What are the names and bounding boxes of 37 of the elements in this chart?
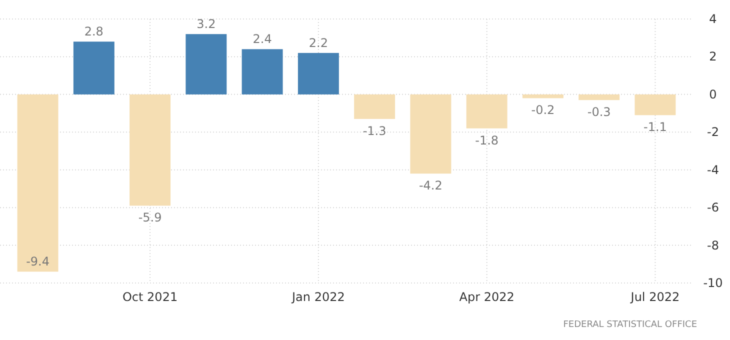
x-tick-label: Jan 2022: [291, 290, 345, 304]
y-tick-label: -8: [707, 238, 719, 252]
data-label: -1.3: [362, 124, 386, 138]
bar: [186, 34, 227, 94]
data-label: -1.8: [475, 133, 499, 148]
data-label: -4.2: [418, 178, 442, 193]
x-tick-label: Jul 2022: [630, 290, 680, 304]
bar: [242, 49, 283, 94]
bar: [522, 94, 564, 98]
y-tick-label: -6: [707, 200, 719, 215]
bar: [410, 94, 452, 174]
y-tick-label: -10: [703, 276, 723, 290]
data-label: -9.4: [26, 254, 50, 269]
data-label: 3.2: [196, 17, 216, 32]
data-label: 2.4: [252, 32, 272, 46]
bar: [17, 94, 58, 272]
bar: [634, 94, 676, 116]
data-label: -5.9: [138, 210, 162, 225]
bar: [130, 94, 171, 206]
bar: [578, 94, 620, 100]
bar: [298, 52, 339, 94]
bar: [354, 94, 396, 119]
text: FEDERAL STATISTICAL OFFICE: [563, 320, 698, 330]
y-tick-label: 2: [709, 50, 717, 64]
data-label: -1.1: [644, 120, 667, 134]
y-tick-label: 4: [709, 12, 717, 26]
data-label: -0.2: [531, 103, 555, 118]
x-tick-label: Oct 2021: [122, 290, 178, 304]
data-label: 2.8: [84, 24, 104, 39]
bar: [73, 42, 114, 94]
y-tick-label: -4: [707, 162, 719, 177]
y-tick-label: 0: [709, 87, 717, 102]
data-label: 2.2: [308, 36, 328, 50]
bar: [466, 94, 508, 128]
y-tick-label: -2: [707, 125, 719, 140]
data-label: -0.3: [587, 105, 611, 120]
x-tick-label: Apr 2022: [459, 290, 514, 304]
